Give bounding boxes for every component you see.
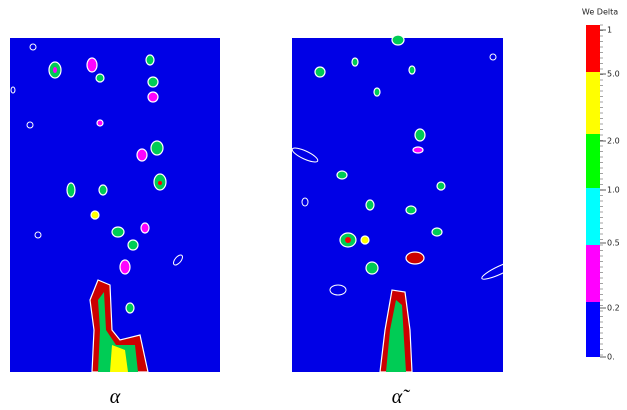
colorbar-label: 0. [607,353,615,362]
colorbar-segment [586,245,600,302]
jet [379,289,413,373]
panel-right [291,34,519,373]
colorbar-label: 1 [607,26,612,35]
colorbar: 1 5.0 2.0 1.0 0.5 0.2 0. [586,24,620,362]
colorbar-segment [586,302,600,357]
panel-left [10,38,220,373]
colorbar-segment [586,188,600,245]
droplets [10,43,183,314]
droplets [291,34,519,296]
colorbar-label: 0.5 [607,239,620,248]
panel-label: α̃ [392,386,410,408]
colorbar-title: We Delta [582,8,618,17]
colorbar-label: 1.0 [607,186,620,195]
panel-label: α [110,386,121,408]
colorbar-segment [586,25,600,72]
colorbar-label: 2.0 [607,137,620,146]
colorbar-segment [586,134,600,188]
colorbar-segment [586,72,600,134]
jet [89,279,149,373]
colorbar-label: 5.0 [607,70,620,79]
colorbar-label: 0.2 [607,304,620,313]
